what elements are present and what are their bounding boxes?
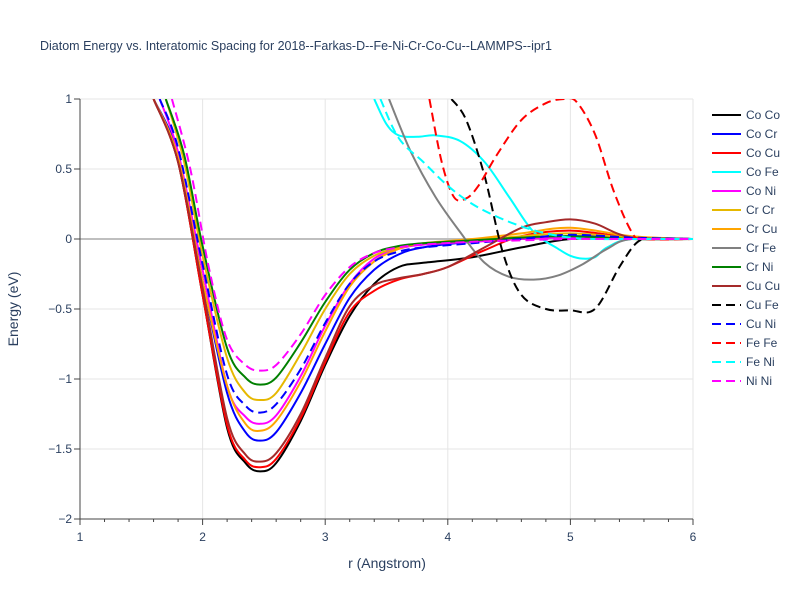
x-tick-label: 1 <box>77 530 84 544</box>
plot-area <box>152 99 693 473</box>
legend-label-co-co[interactable]: Co Co <box>746 108 780 122</box>
chart-title: Diatom Energy vs. Interatomic Spacing fo… <box>40 39 552 53</box>
legend-label-co-cr[interactable]: Co Cr <box>746 127 777 141</box>
y-tick-label: 0 <box>65 232 72 246</box>
y-tick-label: 0.5 <box>55 162 72 176</box>
x-tick-label: 5 <box>567 530 574 544</box>
legend-label-cr-ni[interactable]: Cr Ni <box>746 260 773 274</box>
series-line-cu-fe <box>450 99 693 314</box>
y-tick-label: −0.5 <box>48 302 72 316</box>
series-line-cr-cu <box>152 99 693 432</box>
series-line-co-cr <box>152 99 693 442</box>
legend-label-ni-ni[interactable]: Ni Ni <box>746 374 772 388</box>
x-axis-title: r (Angstrom) <box>348 555 426 571</box>
legend-label-co-fe[interactable]: Co Fe <box>746 165 779 179</box>
y-axis-title: Energy (eV) <box>5 272 21 347</box>
legend-label-fe-ni[interactable]: Fe Ni <box>746 355 775 369</box>
series-line-co-ni <box>158 99 693 425</box>
y-tick-label: −1 <box>58 372 72 386</box>
series-line-cr-ni <box>164 99 693 386</box>
legend-label-cu-cu[interactable]: Cu Cu <box>746 279 780 293</box>
legend-label-cu-fe[interactable]: Cu Fe <box>746 298 779 312</box>
series-line-cu-ni <box>158 99 693 414</box>
legend-label-co-ni[interactable]: Co Ni <box>746 184 776 198</box>
legend-label-cr-fe[interactable]: Cr Fe <box>746 241 776 255</box>
y-tick-label: −2 <box>58 512 72 526</box>
y-tick-label: −1.5 <box>48 442 72 456</box>
y-tick-label: 1 <box>65 92 72 106</box>
legend-label-cu-ni[interactable]: Cu Ni <box>746 317 776 331</box>
series-line-cu-cu <box>152 99 693 463</box>
x-tick-label: 4 <box>444 530 451 544</box>
legend: Co Co Co Cr Co Cu Co Fe Co Ni Cr Cr Cr Cu Cr Fe… <box>712 108 780 388</box>
series-line-cr-fe <box>388 99 693 281</box>
x-tick-label: 3 <box>322 530 329 544</box>
legend-label-cr-cu[interactable]: Cr Cu <box>746 222 777 236</box>
x-tick-label: 2 <box>199 530 206 544</box>
series-line-fe-fe <box>428 99 693 241</box>
x-tick-label: 6 <box>690 530 697 544</box>
legend-label-co-cu[interactable]: Co Cu <box>746 146 780 160</box>
legend-label-fe-fe[interactable]: Fe Fe <box>746 336 778 350</box>
legend-label-cr-cr[interactable]: Cr Cr <box>746 203 775 217</box>
grid <box>80 98 694 519</box>
axes: 1 2 3 4 5 6 −2 −1.5 −1 −0.5 0 0.5 1 <box>48 92 696 544</box>
series-line-cr-cr <box>164 99 693 402</box>
series-line-ni-ni <box>170 99 693 372</box>
